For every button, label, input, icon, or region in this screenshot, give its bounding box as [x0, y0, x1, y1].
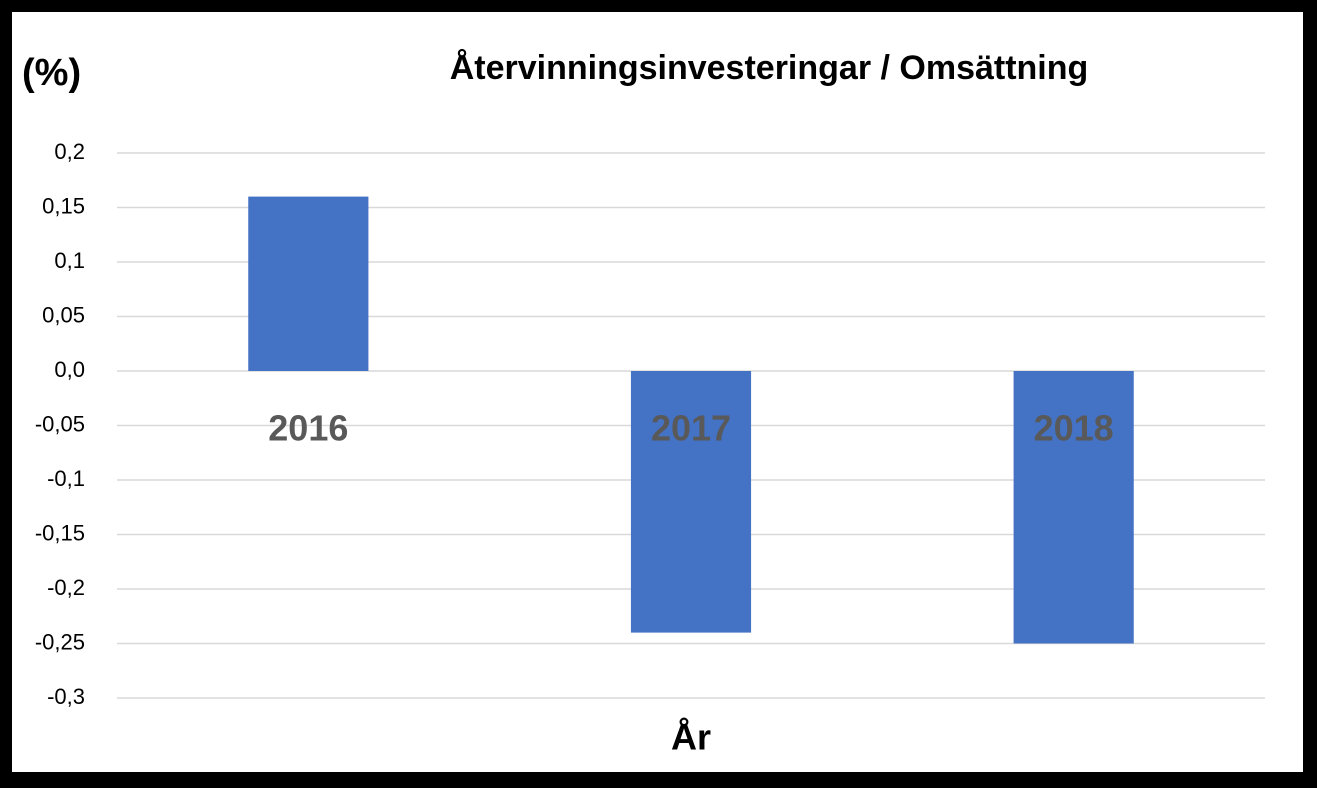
x-axis-label: År	[671, 717, 711, 758]
y-tick-label: 0,15	[42, 193, 85, 218]
bar	[630, 371, 752, 633]
bar	[248, 196, 369, 371]
x-tick-label: 2018	[1034, 408, 1114, 449]
y-tick-label: -0,25	[35, 629, 85, 654]
y-tick-label: 0,1	[54, 248, 85, 273]
y-tick-label: 0,05	[42, 302, 85, 327]
y-tick-label: -0,05	[35, 411, 85, 436]
y-tick-label: -0,2	[47, 575, 85, 600]
y-axis-label: (%)	[22, 52, 81, 94]
x-tick-label: 2017	[651, 408, 731, 449]
y-tick-label: 0,0	[54, 357, 85, 382]
bar	[1013, 371, 1134, 644]
y-tick-label: -0,15	[35, 520, 85, 545]
chart-title: Återvinningsinvesteringar / Omsättning	[450, 49, 1089, 87]
y-tick-label: -0,3	[47, 684, 85, 709]
y-tick-label: -0,1	[47, 466, 85, 491]
x-tick-label: 2016	[268, 408, 348, 449]
y-tick-label: 0,2	[54, 139, 85, 164]
